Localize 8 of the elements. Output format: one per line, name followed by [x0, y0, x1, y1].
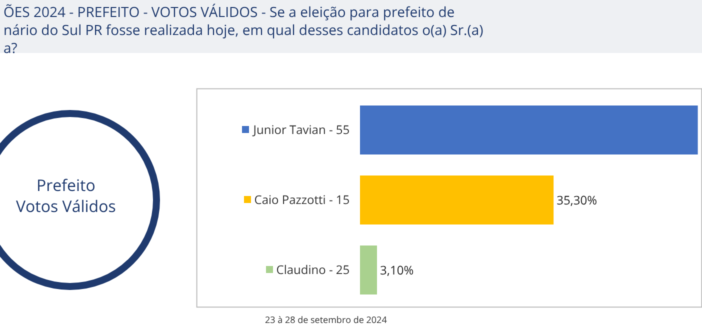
y-tick-label: Claudino - 25 [276, 261, 359, 278]
text: 23 à 28 de setembro de 2024 [265, 313, 387, 326]
text: ÕES 2024 - PREFEITO - VOTOS VÁLIDOS - Se a eleição para prefeito de nário do Sul PR fosse realizada hoje, em qual desses candidatos o(a) Sr.(a) a? [4, 2, 484, 58]
y-tick-label: Junior Tavian - 55 [252, 121, 359, 138]
data-label: 35,30% [556, 192, 598, 208]
y-tick-label: Caio Pazzotti - 15 [254, 191, 359, 208]
data-label: 3,10% [380, 262, 414, 278]
text: Prefeito Votos Válidos [16, 174, 116, 217]
